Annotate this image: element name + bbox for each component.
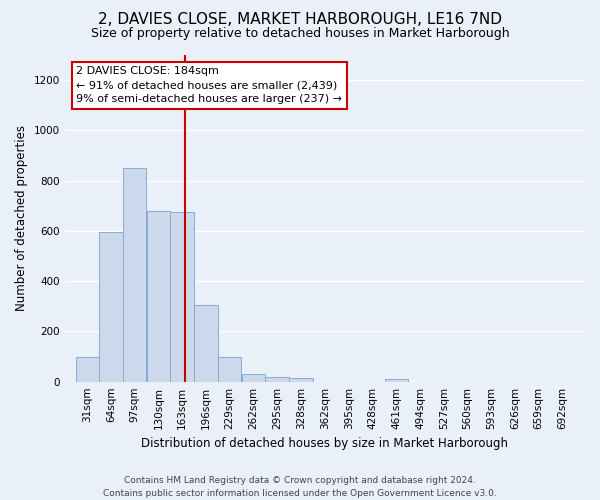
Bar [218, 356, 241, 382]
Bar [123, 168, 146, 382]
Bar [194, 305, 218, 382]
Bar [99, 232, 123, 382]
Text: Size of property relative to detached houses in Market Harborough: Size of property relative to detached ho… [91, 28, 509, 40]
Bar [289, 378, 313, 382]
Bar [265, 376, 289, 382]
Bar [147, 211, 170, 382]
X-axis label: Distribution of detached houses by size in Market Harborough: Distribution of detached houses by size … [142, 437, 508, 450]
Text: 2 DAVIES CLOSE: 184sqm
← 91% of detached houses are smaller (2,439)
9% of semi-d: 2 DAVIES CLOSE: 184sqm ← 91% of detached… [76, 66, 342, 104]
Bar [385, 379, 408, 382]
Bar [242, 374, 265, 382]
Bar [170, 212, 194, 382]
Text: Contains HM Land Registry data © Crown copyright and database right 2024.
Contai: Contains HM Land Registry data © Crown c… [103, 476, 497, 498]
Bar [76, 358, 99, 382]
Y-axis label: Number of detached properties: Number of detached properties [15, 126, 28, 312]
Text: 2, DAVIES CLOSE, MARKET HARBOROUGH, LE16 7ND: 2, DAVIES CLOSE, MARKET HARBOROUGH, LE16… [98, 12, 502, 28]
